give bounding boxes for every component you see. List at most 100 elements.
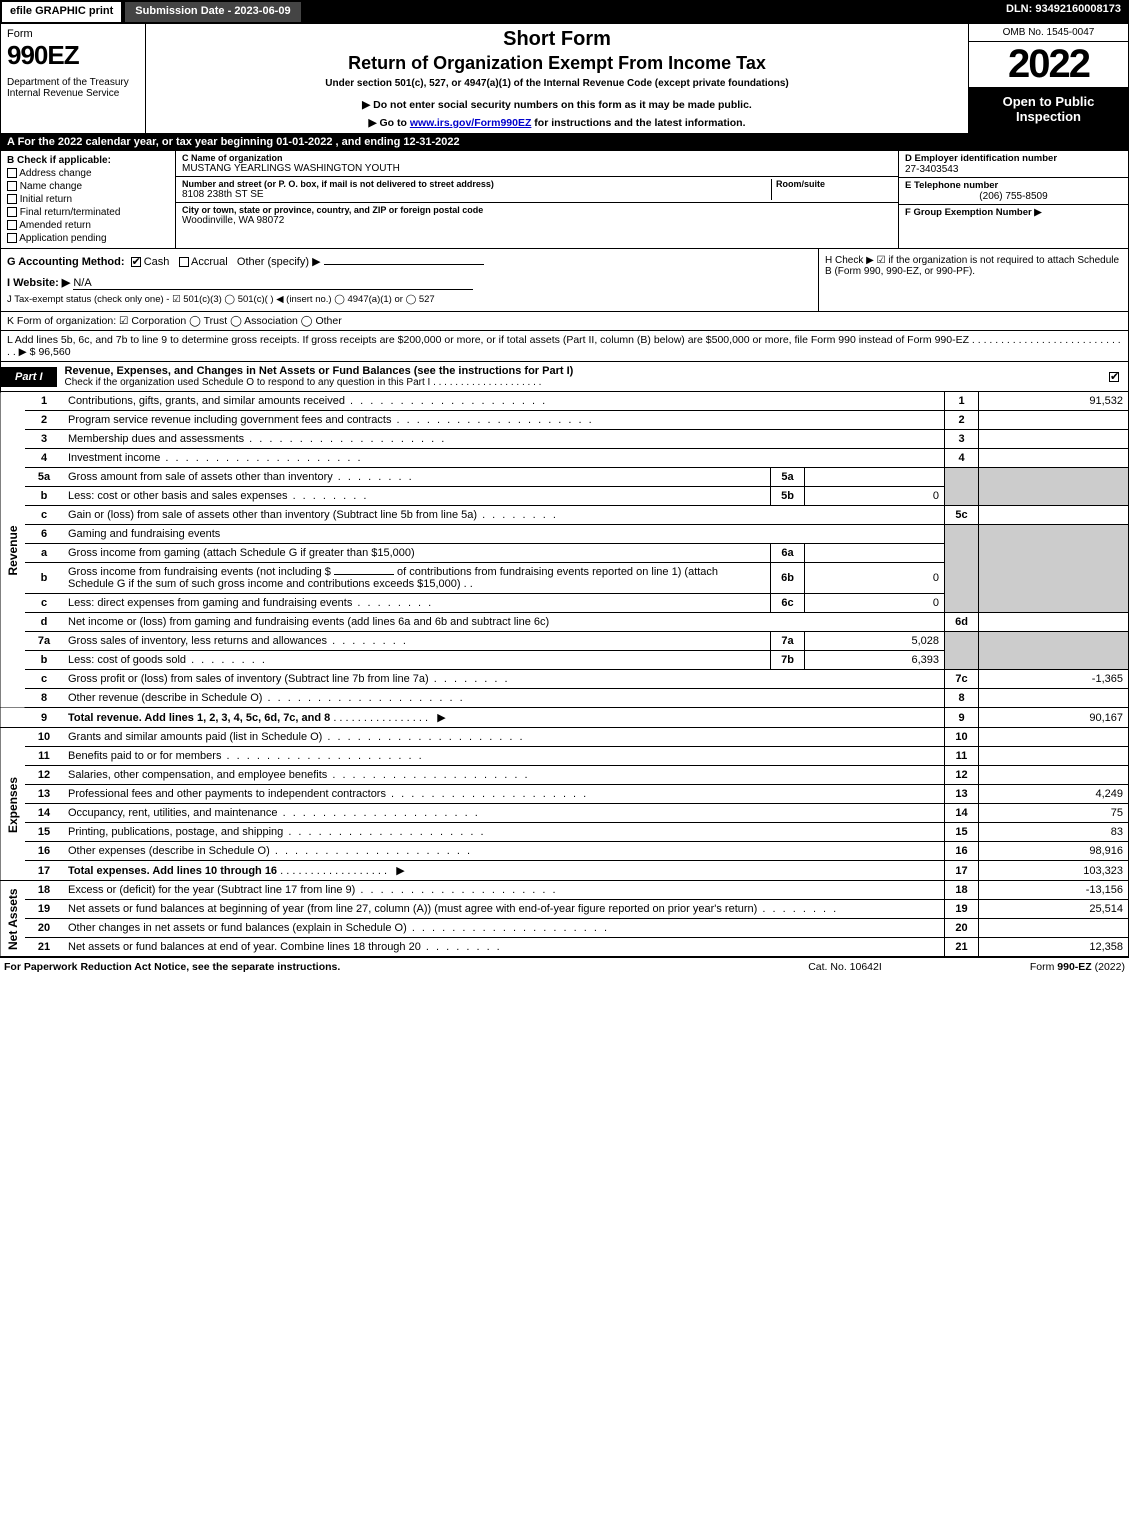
line-2: 2 Program service revenue including gove… (1, 411, 1129, 430)
goto-text: ▶ Go to www.irs.gov/Form990EZ for instru… (154, 117, 960, 129)
line-9: 9 Total revenue. Add lines 1, 2, 3, 4, 5… (1, 708, 1129, 728)
line-20: 20 Other changes in net assets or fund b… (1, 919, 1129, 938)
phone-label: E Telephone number (905, 180, 1122, 191)
netassets-sidelabel: Net Assets (1, 881, 26, 957)
chk-address-change[interactable]: Address change (7, 168, 169, 179)
irs-link[interactable]: www.irs.gov/Form990EZ (410, 117, 532, 129)
chk-final-return[interactable]: Final return/terminated (7, 207, 169, 218)
section-ghij: G Accounting Method: Cash Accrual Other … (0, 249, 1129, 312)
section-l: L Add lines 5b, 6c, and 7b to line 9 to … (0, 331, 1129, 362)
form-label: Form (7, 28, 139, 40)
short-form-title: Short Form (154, 28, 960, 51)
room-label: Room/suite (776, 179, 892, 189)
phone-row: E Telephone number (206) 755-8509 (899, 178, 1128, 205)
line-12: 12 Salaries, other compensation, and emp… (1, 766, 1129, 785)
h-text: H Check ▶ ☑ if the organization is not r… (825, 255, 1122, 277)
org-name: MUSTANG YEARLINGS WASHINGTON YOUTH (182, 163, 892, 174)
line-15: 15 Printing, publications, postage, and … (1, 823, 1129, 842)
city-row: City or town, state or province, country… (176, 203, 898, 248)
revenue-sidelabel: Revenue (1, 392, 26, 708)
section-b: B Check if applicable: Address change Na… (1, 151, 176, 248)
line-7c: c Gross profit or (loss) from sales of i… (1, 670, 1129, 689)
line-17: 17 Total expenses. Add lines 10 through … (1, 861, 1129, 881)
section-h: H Check ▶ ☑ if the organization is not r… (818, 249, 1128, 311)
topbar-spacer (303, 0, 998, 24)
page-footer: For Paperwork Reduction Act Notice, see … (0, 957, 1129, 976)
cat-number: Cat. No. 10642I (745, 961, 945, 973)
other-specify: Other (specify) ▶ (237, 256, 321, 268)
header-right: OMB No. 1545-0047 2022 Open to Public In… (968, 24, 1128, 133)
section-k: K Form of organization: ☑ Corporation ◯ … (0, 312, 1129, 331)
line-18: Net Assets 18 Excess or (deficit) for th… (1, 881, 1129, 900)
paperwork-notice: For Paperwork Reduction Act Notice, see … (4, 961, 745, 973)
chk-cash[interactable] (131, 257, 141, 267)
city-value: Woodinville, WA 98072 (182, 215, 892, 226)
chk-accrual[interactable] (179, 257, 189, 267)
line-13: 13 Professional fees and other payments … (1, 785, 1129, 804)
section-c: C Name of organization MUSTANG YEARLINGS… (176, 151, 898, 248)
chk-application-pending[interactable]: Application pending (7, 233, 169, 244)
tax-year: 2022 (969, 42, 1128, 88)
room-cell: Room/suite (772, 179, 892, 200)
g-label: G Accounting Method: (7, 256, 125, 268)
chk-amended-return[interactable]: Amended return (7, 220, 169, 231)
org-name-label: C Name of organization (182, 153, 892, 163)
do-not-enter-text: ▶ Do not enter social security numbers o… (154, 99, 960, 111)
part-1-checkbox[interactable] (1100, 371, 1128, 383)
chk-initial-return[interactable]: Initial return (7, 194, 169, 205)
line-10: Expenses 10 Grants and similar amounts p… (1, 728, 1129, 747)
line-8: 8 Other revenue (describe in Schedule O)… (1, 689, 1129, 708)
line-6d: d Net income or (loss) from gaming and f… (1, 613, 1129, 632)
tax-exempt-status: J Tax-exempt status (check only one) - ☑… (7, 294, 812, 305)
header-left: Form 990EZ Department of the Treasury In… (1, 24, 146, 133)
line-21: 21 Net assets or fund balances at end of… (1, 938, 1129, 957)
form-number: 990EZ (7, 40, 139, 71)
line-14: 14 Occupancy, rent, utilities, and maint… (1, 804, 1129, 823)
form-header: Form 990EZ Department of the Treasury In… (0, 24, 1129, 134)
part-1-sub: Check if the organization used Schedule … (65, 377, 1092, 388)
line-7a: 7a Gross sales of inventory, less return… (1, 632, 1129, 651)
website-line: I Website: ▶ N/A (7, 276, 812, 290)
row-a-tax-year: A For the 2022 calendar year, or tax yea… (0, 134, 1129, 151)
ein-label: D Employer identification number (905, 153, 1122, 164)
dln-number: DLN: 93492160008173 (998, 0, 1129, 24)
goto-pre: ▶ Go to (369, 117, 410, 129)
open-to-public: Open to Public Inspection (969, 88, 1128, 133)
line-4: 4 Investment income 4 (1, 449, 1129, 468)
l-amount: 96,560 (38, 346, 70, 358)
group-label: F Group Exemption Number ▶ (905, 207, 1122, 218)
street-value: 8108 238th ST SE (182, 189, 767, 200)
top-bar: efile GRAPHIC print Submission Date - 20… (0, 0, 1129, 24)
expenses-sidelabel: Expenses (1, 728, 26, 881)
department-label: Department of the Treasury Internal Reve… (7, 77, 139, 99)
line-5a: 5a Gross amount from sale of assets othe… (1, 468, 1129, 487)
line-19: 19 Net assets or fund balances at beginn… (1, 900, 1129, 919)
line-11: 11 Benefits paid to or for members 11 (1, 747, 1129, 766)
accounting-method: G Accounting Method: Cash Accrual Other … (7, 255, 812, 268)
part-1-header: Part I Revenue, Expenses, and Changes in… (0, 362, 1129, 392)
ein-value: 27-3403543 (905, 164, 1122, 175)
line-5c: c Gain or (loss) from sale of assets oth… (1, 506, 1129, 525)
line-3: 3 Membership dues and assessments 3 (1, 430, 1129, 449)
other-specify-line (324, 264, 484, 265)
return-title: Return of Organization Exempt From Incom… (154, 53, 960, 74)
part-1-label: Part I (1, 367, 57, 387)
under-section-text: Under section 501(c), 527, or 4947(a)(1)… (154, 78, 960, 89)
street-row: Number and street (or P. O. box, if mail… (176, 177, 898, 203)
omb-number: OMB No. 1545-0047 (969, 24, 1128, 42)
line-16: 16 Other expenses (describe in Schedule … (1, 842, 1129, 861)
section-def: D Employer identification number 27-3403… (898, 151, 1128, 248)
section-b-title: B Check if applicable: (7, 155, 169, 166)
part-1-table: Revenue 1 Contributions, gifts, grants, … (0, 392, 1129, 957)
phone-value: (206) 755-8509 (905, 191, 1122, 202)
website-value: N/A (73, 277, 473, 290)
line-1: Revenue 1 Contributions, gifts, grants, … (1, 392, 1129, 411)
form-footer: Form 990-EZ (2022) (945, 961, 1125, 973)
l-text: L Add lines 5b, 6c, and 7b to line 9 to … (7, 334, 1121, 358)
street-label: Number and street (or P. O. box, if mail… (182, 179, 767, 189)
ein-row: D Employer identification number 27-3403… (899, 151, 1128, 178)
street-cell: Number and street (or P. O. box, if mail… (182, 179, 772, 200)
group-exemption-row: F Group Exemption Number ▶ (899, 205, 1128, 248)
chk-name-change[interactable]: Name change (7, 181, 169, 192)
header-center: Short Form Return of Organization Exempt… (146, 24, 968, 133)
